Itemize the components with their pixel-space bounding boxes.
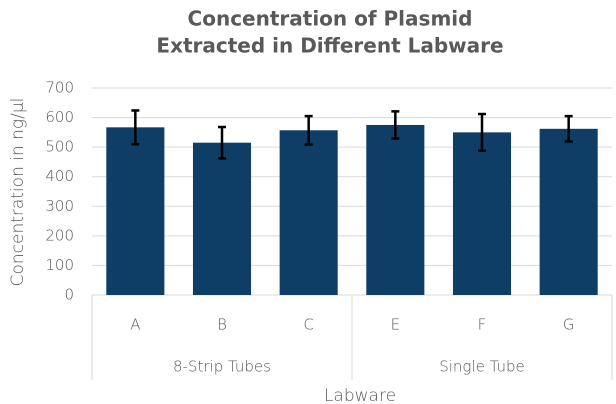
error-bar [304, 114, 313, 146]
x-tick-label: C [303, 316, 313, 334]
y-tick-label: 200 [45, 226, 74, 244]
error-bar [564, 114, 573, 143]
bar [539, 128, 598, 295]
y-tick-label: 0 [64, 286, 74, 304]
group-label: 8-Strip Tubes [173, 358, 271, 376]
bar [279, 130, 338, 295]
y-tick-label: 100 [45, 256, 74, 274]
x-tick-label: B [217, 316, 227, 334]
error-bar [131, 109, 140, 146]
bar [452, 132, 512, 295]
x-tick-label: G [563, 316, 575, 334]
y-tick-label: 500 [45, 138, 74, 156]
x-tick-label: A [130, 316, 140, 334]
y-axis-title: Concentration in ng/µl [8, 98, 28, 287]
error-bar [478, 112, 486, 152]
x-axis-title: Labware [324, 386, 396, 404]
bar [366, 124, 425, 295]
error-bar [218, 125, 226, 160]
x-tick-label: E [391, 316, 400, 334]
x-tick-label: F [478, 316, 487, 334]
y-tick-label: 400 [45, 167, 74, 185]
chart-title: Extracted in Different Labware [156, 34, 503, 58]
bar [192, 142, 252, 295]
bar [106, 127, 165, 295]
y-tick-label: 600 [45, 108, 74, 126]
y-tick-label: 300 [45, 197, 74, 215]
chart-title: Concentration of Plasmid [188, 7, 473, 31]
y-tick-label: 700 [45, 79, 74, 97]
group-label: Single Tube [439, 358, 525, 376]
error-bar [391, 110, 400, 140]
